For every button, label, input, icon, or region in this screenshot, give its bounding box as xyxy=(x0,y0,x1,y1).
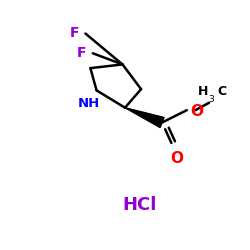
Text: 3: 3 xyxy=(208,95,214,104)
Text: H: H xyxy=(198,85,208,98)
Text: NH: NH xyxy=(78,97,100,110)
Text: F: F xyxy=(70,26,79,40)
Polygon shape xyxy=(125,108,164,128)
Text: C: C xyxy=(217,85,226,98)
Text: O: O xyxy=(170,151,183,166)
Text: F: F xyxy=(77,46,86,60)
Text: HCl: HCl xyxy=(123,196,157,214)
Text: O: O xyxy=(190,104,203,119)
